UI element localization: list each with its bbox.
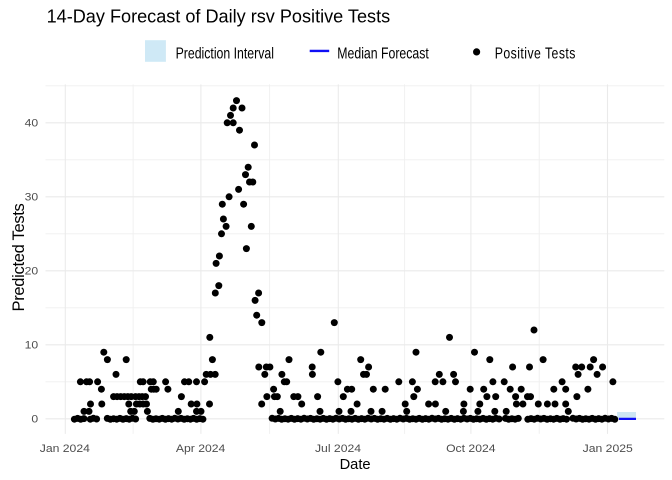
svg-text:Apr 2024: Apr 2024 <box>176 444 226 455</box>
svg-text:Positive Tests: Positive Tests <box>495 44 576 62</box>
svg-text:Jan 2025: Jan 2025 <box>583 444 633 455</box>
svg-text:30: 30 <box>25 192 39 203</box>
svg-text:Jul 2024: Jul 2024 <box>315 444 362 455</box>
svg-text:14-Day Forecast of Daily rsv P: 14-Day Forecast of Daily rsv Positive Te… <box>47 6 391 26</box>
svg-text:Median Forecast: Median Forecast <box>337 44 429 62</box>
svg-text:40: 40 <box>25 118 39 129</box>
svg-text:Date: Date <box>340 457 371 473</box>
svg-text:10: 10 <box>25 340 39 351</box>
svg-text:0: 0 <box>31 414 38 425</box>
svg-text:20: 20 <box>25 266 39 277</box>
svg-text:Jan 2024: Jan 2024 <box>40 444 91 455</box>
svg-text:Prediction Interval: Prediction Interval <box>176 44 274 62</box>
svg-text:Predicted Tests: Predicted Tests <box>10 203 28 311</box>
svg-text:Oct 2024: Oct 2024 <box>446 444 496 455</box>
